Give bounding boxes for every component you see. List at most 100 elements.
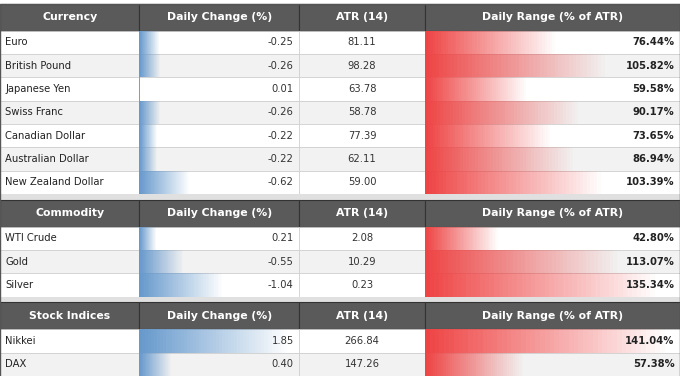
Bar (493, 353, 495, 376)
Bar (452, 77, 454, 101)
Bar (492, 77, 494, 101)
Bar (199, 329, 201, 353)
Bar (178, 329, 181, 353)
Bar (0, 54, 139, 77)
Bar (511, 31, 513, 54)
Bar (425, 54, 428, 77)
Bar (522, 54, 526, 77)
Bar (219, 329, 222, 353)
Bar (505, 124, 508, 147)
Bar (456, 353, 458, 376)
Bar (437, 101, 441, 124)
Bar (466, 77, 468, 101)
Bar (196, 329, 199, 353)
Bar (471, 250, 475, 273)
Text: Commodity: Commodity (35, 208, 104, 218)
Bar (458, 77, 460, 101)
Bar (460, 147, 464, 171)
Bar (503, 171, 506, 194)
Bar (173, 250, 175, 273)
Bar (139, 250, 299, 273)
Bar (545, 329, 549, 353)
Bar (425, 124, 428, 147)
Bar (569, 101, 572, 124)
Bar (532, 124, 535, 147)
Bar (513, 250, 517, 273)
Bar (483, 353, 486, 376)
Bar (448, 227, 449, 250)
Bar (448, 31, 451, 54)
Bar (139, 77, 299, 101)
Bar (445, 227, 447, 250)
Bar (425, 77, 680, 101)
Bar (139, 124, 299, 147)
Bar (502, 147, 505, 171)
Bar (447, 77, 449, 101)
Bar (480, 101, 483, 124)
Bar (636, 273, 641, 297)
Bar (490, 353, 492, 376)
Bar (471, 273, 475, 297)
Bar (477, 77, 479, 101)
Bar (443, 77, 445, 101)
Bar (168, 273, 169, 297)
Bar (441, 353, 443, 376)
Bar (154, 273, 156, 297)
Bar (430, 273, 435, 297)
Bar (541, 250, 544, 273)
Bar (519, 353, 521, 376)
Bar (462, 273, 466, 297)
Bar (425, 101, 428, 124)
Bar (139, 101, 299, 124)
Bar (161, 250, 163, 273)
Text: New Zealand Dollar: New Zealand Dollar (5, 177, 104, 187)
Bar (221, 273, 222, 297)
Text: Gold: Gold (5, 257, 29, 267)
Bar (492, 101, 496, 124)
Bar (473, 124, 475, 147)
Bar (558, 171, 562, 194)
Bar (425, 171, 680, 194)
Bar (181, 329, 184, 353)
Bar (469, 31, 472, 54)
Bar (529, 31, 532, 54)
Bar (506, 250, 509, 273)
Bar (472, 77, 473, 101)
Bar (540, 54, 544, 77)
Text: 10.29: 10.29 (347, 257, 377, 267)
Bar (609, 250, 613, 273)
Bar (435, 273, 439, 297)
Bar (498, 124, 500, 147)
Bar (432, 250, 437, 273)
Bar (163, 273, 165, 297)
Bar (594, 54, 598, 77)
Bar (598, 54, 601, 77)
Bar (468, 101, 471, 124)
Bar (299, 171, 425, 194)
Bar (458, 147, 460, 171)
Bar (513, 147, 517, 171)
Text: 103.39%: 103.39% (626, 177, 675, 187)
Bar (573, 273, 577, 297)
Bar (457, 273, 462, 297)
Text: ATR (14): ATR (14) (336, 311, 388, 321)
Bar (477, 124, 480, 147)
Bar (201, 273, 203, 297)
Bar (569, 329, 574, 353)
Bar (460, 353, 462, 376)
Bar (556, 250, 560, 273)
Bar (570, 147, 573, 171)
Bar (467, 227, 469, 250)
Bar (500, 124, 503, 147)
Bar (438, 31, 441, 54)
Bar (299, 4, 425, 31)
Bar (282, 329, 284, 353)
Bar (495, 31, 498, 54)
Bar (225, 329, 228, 353)
Bar (439, 77, 441, 101)
Bar (598, 329, 602, 353)
Bar (552, 147, 555, 171)
Bar (486, 227, 488, 250)
Text: 135.34%: 135.34% (626, 280, 675, 290)
Bar (441, 31, 443, 54)
